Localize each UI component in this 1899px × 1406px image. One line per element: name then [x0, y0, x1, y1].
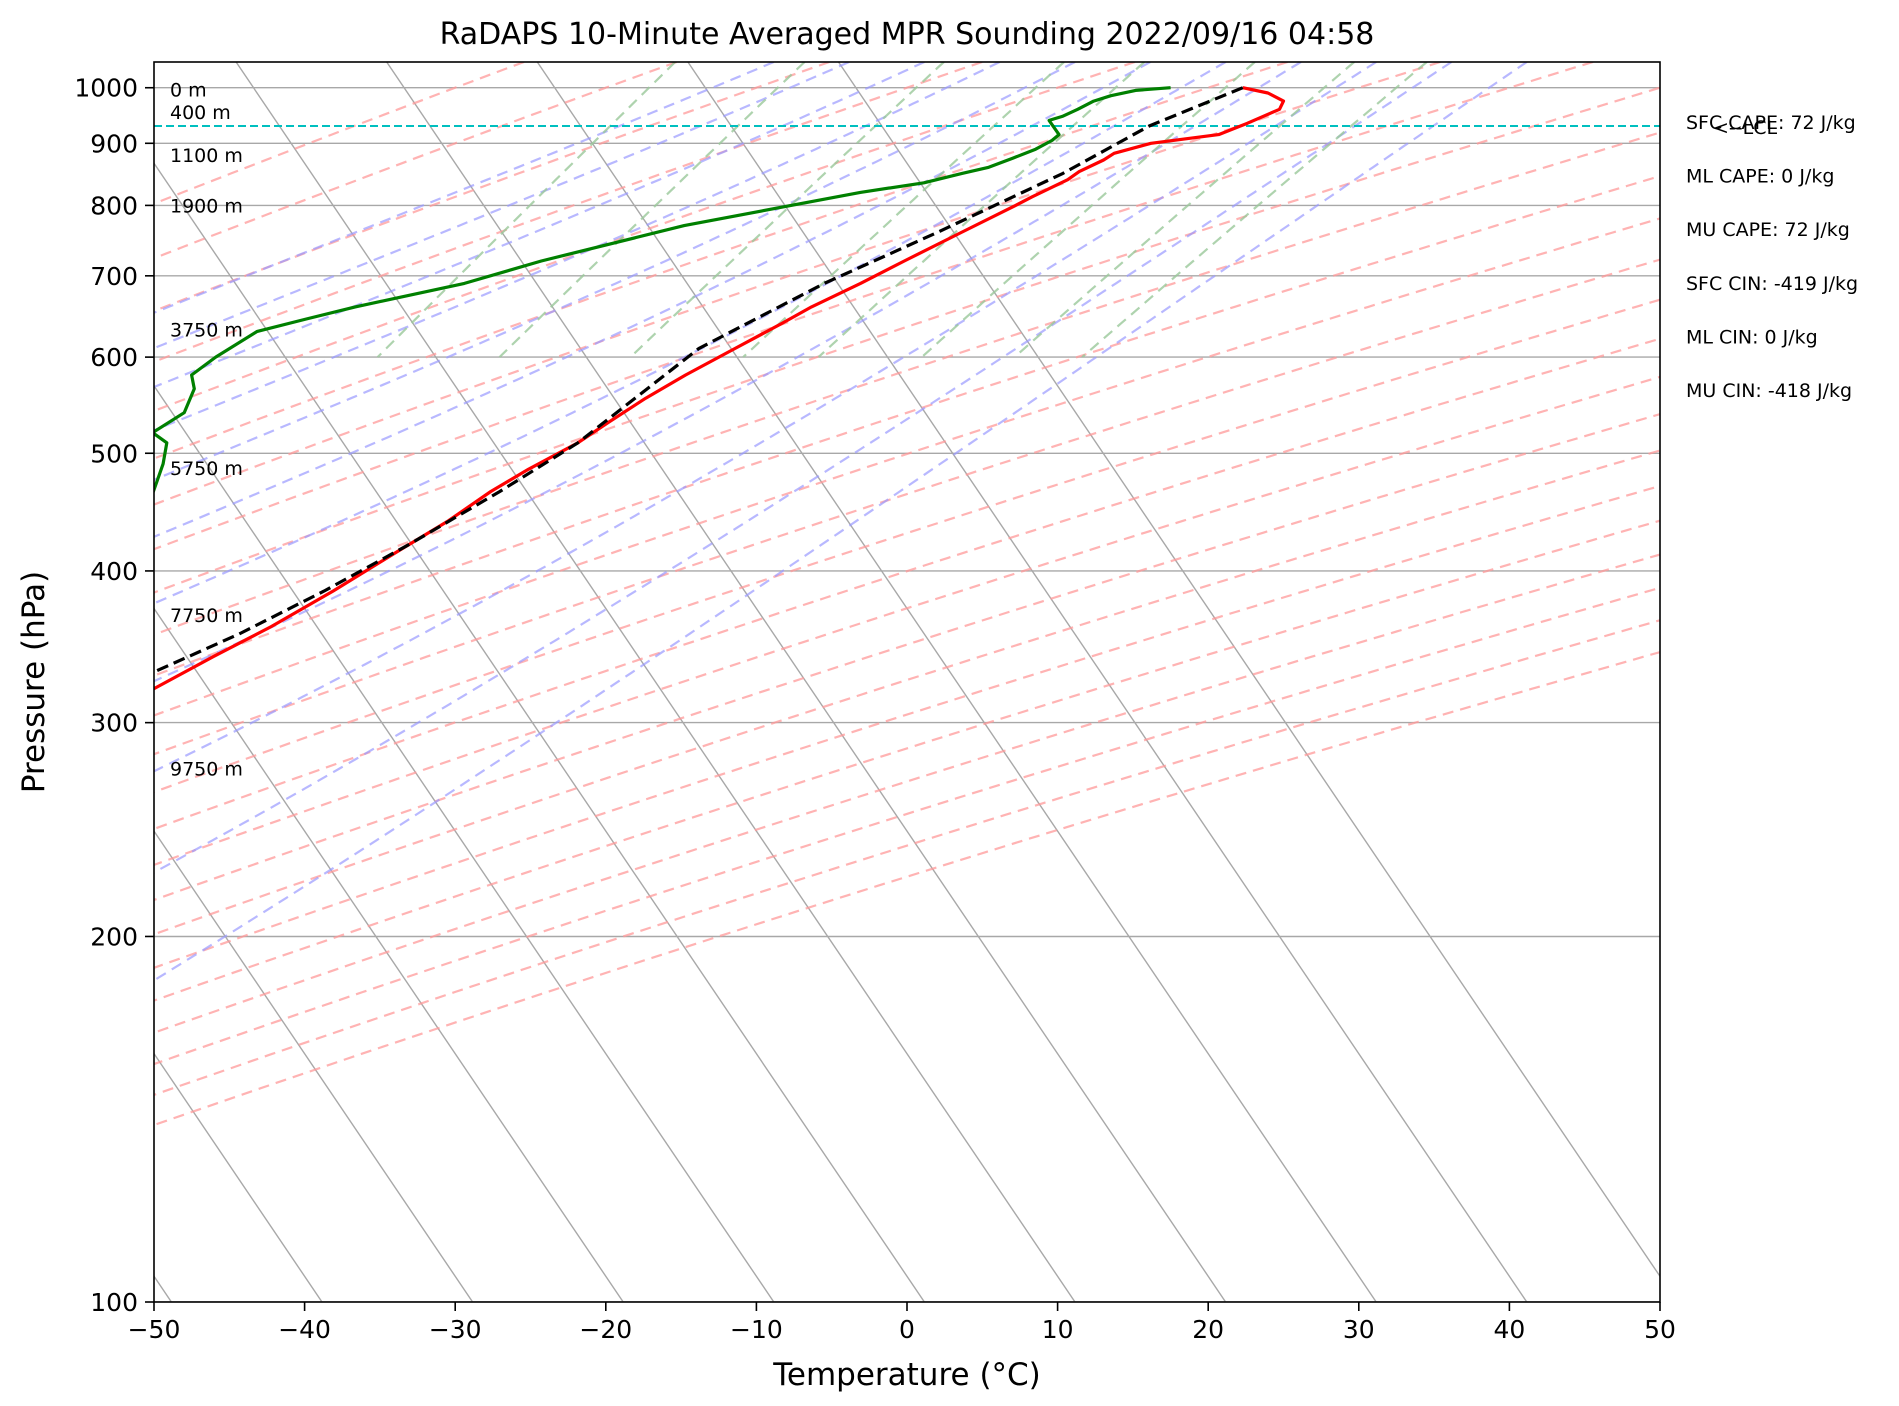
x-tick-label: 30 — [1343, 1315, 1375, 1344]
mixing-ratio-line — [1081, 62, 1428, 358]
dry-adiabat-line — [154, 174, 1660, 677]
chart-title: RaDAPS 10-Minute Averaged MPR Sounding 2… — [440, 17, 1375, 52]
moist-adiabat-line — [154, 62, 1377, 773]
height-label: 400 m — [170, 102, 231, 124]
parcel-path-line — [154, 86, 1244, 674]
x-tick-label: −20 — [579, 1315, 632, 1344]
height-label: 7750 m — [170, 605, 243, 627]
moist-adiabat-line — [154, 62, 1151, 539]
height-label: 1100 m — [170, 145, 243, 167]
dry-adiabat-line — [154, 62, 830, 313]
dry-adiabat-line — [154, 62, 1594, 551]
lcl-label: <--LCL — [1713, 117, 1777, 139]
dry-adiabat-line — [154, 131, 1660, 636]
y-tick-label: 600 — [90, 343, 138, 372]
height-label: 3750 m — [170, 320, 243, 342]
x-tick-label: 0 — [899, 1315, 915, 1344]
dry-adiabat-line — [154, 62, 1288, 460]
moist-adiabat-line — [154, 62, 1001, 432]
y-tick-label: 100 — [90, 1288, 138, 1317]
dry-adiabat-line — [154, 62, 1441, 506]
dewpoint-profile-line — [154, 86, 1171, 494]
moist-adiabat-line — [154, 62, 775, 314]
y-tick-label: 1000 — [74, 74, 138, 103]
y-tick-label: 500 — [90, 439, 138, 468]
y-tick-label: 800 — [90, 191, 138, 220]
x-axis-label: Temperature (°C) — [772, 1357, 1041, 1393]
mixing-ratio-line — [817, 62, 1146, 358]
isotherm-line — [154, 162, 925, 1302]
y-tick-label: 700 — [90, 262, 138, 291]
dry-adiabat-line — [154, 298, 1660, 794]
mixing-ratio-line — [921, 62, 1256, 358]
x-tick-label: 40 — [1493, 1315, 1525, 1344]
moist-adiabat-line — [154, 62, 1528, 982]
moist-adiabat-line — [154, 62, 850, 350]
x-tick-label: 20 — [1192, 1315, 1224, 1344]
isotherm-line — [536, 62, 1377, 1302]
moist-adiabat-line — [154, 62, 1453, 874]
isotherm-line — [687, 62, 1528, 1302]
dry-adiabat-line — [154, 586, 1660, 1066]
temperature-profile-line — [154, 86, 1286, 691]
y-tick-label: 900 — [90, 129, 138, 158]
stat-label: SFC CIN: -419 J/kg — [1686, 273, 1858, 295]
moist-adiabat-line — [154, 62, 1227, 605]
stat-label: ML CIN: 0 J/kg — [1686, 326, 1818, 348]
dry-adiabat-line — [154, 62, 525, 205]
dry-adiabat-line — [154, 553, 1660, 1034]
isotherm-line — [386, 62, 1227, 1302]
x-tick-label: −40 — [278, 1315, 331, 1344]
y-tick-label: 400 — [90, 557, 138, 586]
mixing-ratio-line — [629, 62, 945, 358]
dry-adiabat-line — [154, 86, 1660, 594]
height-label: 1900 m — [170, 195, 243, 217]
mixing-ratio-line — [376, 62, 676, 358]
mixing-ratio-line — [1013, 62, 1355, 358]
mixing-ratio-line — [498, 62, 806, 358]
x-tick-label: −10 — [730, 1315, 783, 1344]
dry-adiabat-line — [154, 258, 1660, 756]
stat-label: ML CAPE: 0 J/kg — [1686, 166, 1834, 188]
x-tick-label: −30 — [429, 1315, 482, 1344]
isotherm-line — [154, 607, 624, 1302]
y-axis-label: Pressure (hPa) — [16, 571, 52, 793]
height-label: 9750 m — [170, 759, 243, 781]
mixing-ratio-line — [742, 62, 1065, 358]
isotherm-line — [837, 62, 1660, 1278]
height-label: 5750 m — [170, 458, 243, 480]
stat-label: MU CAPE: 72 J/kg — [1686, 219, 1850, 241]
dry-adiabat-line — [154, 484, 1660, 969]
x-tick-label: 50 — [1644, 1315, 1676, 1344]
dry-adiabat-line — [154, 650, 1660, 1127]
dry-adiabat-line — [154, 449, 1660, 936]
moist-adiabat-line — [154, 62, 925, 389]
stat-label: MU CIN: -418 J/kg — [1686, 380, 1852, 402]
x-tick-label: 10 — [1042, 1315, 1074, 1344]
dry-adiabat-line — [154, 337, 1660, 831]
stat-label: SFC CAPE: 72 J/kg — [1686, 112, 1856, 134]
isotherm-line — [154, 1052, 323, 1302]
x-tick-label: −50 — [128, 1315, 181, 1344]
dry-adiabat-line — [154, 375, 1660, 867]
height-label: 0 m — [170, 79, 207, 101]
isotherm-line — [154, 829, 474, 1302]
y-tick-label: 200 — [90, 922, 138, 951]
isotherm-line — [235, 62, 1076, 1302]
y-tick-label: 300 — [90, 709, 138, 738]
